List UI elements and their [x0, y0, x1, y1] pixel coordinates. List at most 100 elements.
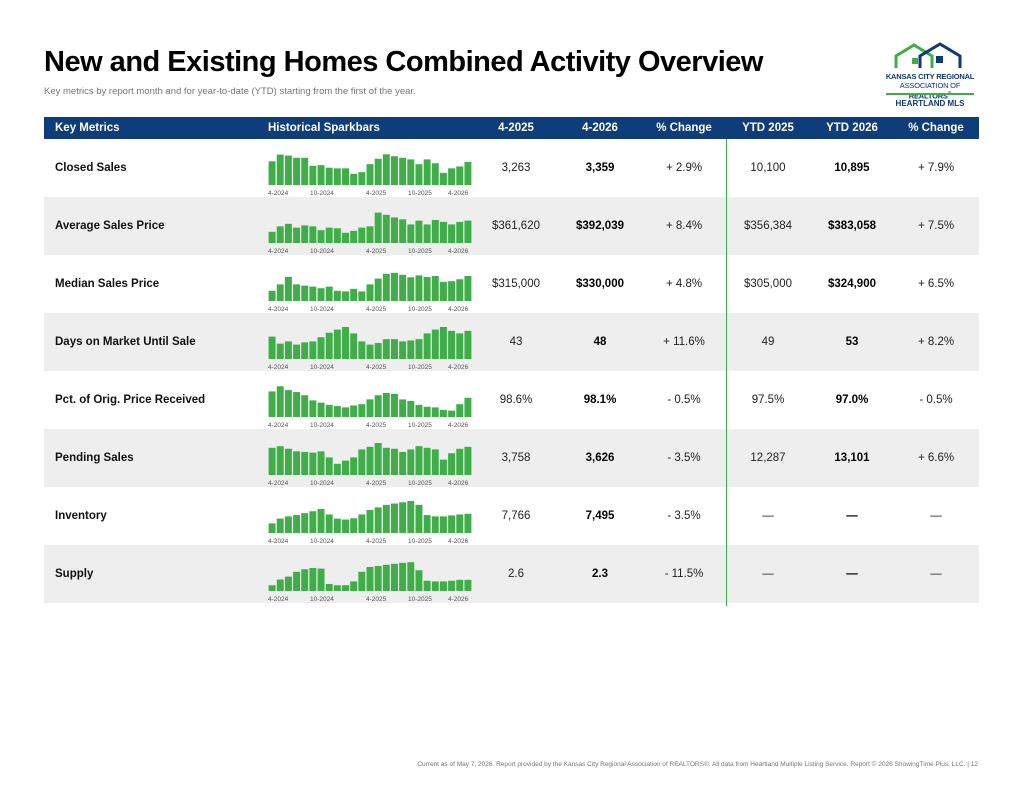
- sparkbar: [333, 228, 341, 243]
- sparkbar: [284, 448, 292, 475]
- kcrar-logo: KANSAS CITY REGIONAL ASSOCIATION OF REAL…: [880, 42, 980, 114]
- sparkbar: [431, 329, 439, 359]
- sparkbar: [374, 343, 382, 359]
- logo-line-2: ASSOCIATION OF REALTORS®: [899, 81, 961, 101]
- sparkbar: [374, 566, 382, 591]
- logo-divider: [886, 93, 974, 95]
- sparkbar: [382, 393, 390, 417]
- sparkbar: [431, 276, 439, 301]
- sparkbar: [293, 157, 301, 185]
- sparkbar: [456, 448, 464, 475]
- sparkbar-tick-label: 4-2024: [268, 190, 289, 197]
- sparkbar: [276, 154, 284, 185]
- sparkbar: [448, 580, 456, 591]
- sparkbar-tick-label: 10-2024: [310, 306, 334, 313]
- sparkbar: [325, 332, 333, 359]
- sparkbar: [268, 391, 276, 417]
- sparkbar: [399, 562, 407, 591]
- metric-value-m1: $361,620: [492, 220, 540, 232]
- sparkbar: [358, 227, 366, 243]
- sparkbar: [333, 463, 341, 475]
- sparkbar: [423, 447, 431, 475]
- sparkbar: [276, 343, 284, 359]
- sparkbar: [423, 224, 431, 243]
- sparkbar-tick-label: 4-2026: [448, 306, 469, 313]
- sparkbar: [350, 288, 358, 301]
- sparkbar: [431, 407, 439, 417]
- sparkbar: [374, 507, 382, 533]
- sparkbar: [309, 452, 317, 475]
- sparkbar: [342, 291, 349, 301]
- sparkbar: [366, 399, 374, 417]
- sparkbar-tick-label: 10-2024: [310, 422, 334, 429]
- sparkbar: [448, 410, 456, 417]
- sparkbar-tick-label: 4-2025: [366, 306, 387, 313]
- table-header: Key Metrics Historical Sparkbars 4-2025 …: [44, 117, 979, 139]
- sparkbar: [358, 341, 366, 359]
- sparkbar-tick-label: 10-2025: [408, 538, 432, 545]
- metric-value-y2: 10,895: [834, 162, 870, 174]
- table-row: Pct. of Orig. Price Received 4-2024 10-202…: [44, 371, 979, 429]
- sparkbar: [431, 219, 439, 243]
- metric-value-ychg: - 0.5%: [919, 394, 953, 406]
- metric-value-y1: 10,100: [750, 162, 786, 174]
- sparkbar: [399, 157, 407, 185]
- sparkbar-tick-label: 4-2024: [268, 422, 289, 429]
- sparkbar: [366, 344, 374, 359]
- sparkbar: [276, 284, 284, 301]
- sparkbar: [268, 290, 276, 301]
- metric-label: Closed Sales: [55, 162, 127, 174]
- sparkbar-chart: 4-2024 10-2024 4-2025 10-2025 4-2026: [268, 325, 472, 371]
- sparkbar: [317, 451, 325, 475]
- sparkbar-tick-label: 4-2026: [448, 422, 469, 429]
- sparkbar: [423, 406, 431, 417]
- sparkbar: [366, 567, 374, 591]
- sparkbar-chart: 4-2024 10-2024 4-2025 10-2025 4-2026: [268, 151, 472, 197]
- metric-value-y1: 97.5%: [751, 394, 785, 406]
- sparkbar: [374, 158, 382, 185]
- sparkbar-tick-label: 10-2025: [408, 422, 432, 429]
- sparkbar: [350, 405, 358, 417]
- sparkbar: [407, 449, 415, 475]
- sparkbar: [382, 214, 390, 243]
- metric-label: Average Sales Price: [55, 220, 165, 232]
- sparkbar: [382, 564, 390, 591]
- sparkbar: [325, 583, 333, 591]
- sparkbar: [399, 274, 407, 301]
- sparkbar-tick-label: 10-2025: [408, 306, 432, 313]
- sparkbar: [309, 567, 317, 591]
- page-title: New and Existing Homes Combined Activity…: [44, 46, 763, 78]
- metric-value-y1: $305,000: [744, 278, 792, 290]
- sparkbar-chart: 4-2024 10-2024 4-2025 10-2025 4-2026: [268, 209, 472, 255]
- sparkbar: [284, 155, 292, 185]
- sparkbar: [284, 390, 292, 417]
- metric-value-ychg: + 8.2%: [917, 336, 955, 348]
- sparkbar: [448, 224, 456, 243]
- sparkbar: [382, 504, 390, 533]
- sparkbar: [325, 286, 333, 301]
- sparkbar: [391, 217, 398, 243]
- sparkbar: [439, 581, 447, 591]
- sparkbar: [415, 404, 423, 417]
- metric-value-y2: —: [846, 510, 858, 522]
- sparkbar: [284, 223, 292, 243]
- sparkbar: [415, 339, 423, 359]
- sparkbar: [382, 447, 390, 475]
- sparkbar: [374, 443, 382, 475]
- table-row: Closed Sales 4-2024 10-2024 4-2025 10-2025 4-…: [44, 139, 979, 197]
- sparkbar: [301, 157, 309, 185]
- sparkbar: [382, 154, 390, 185]
- sparkbar: [284, 576, 292, 591]
- sparkbar: [456, 166, 464, 185]
- sparkbar: [439, 281, 447, 301]
- sparkbar: [391, 448, 398, 475]
- sparkbars: [268, 386, 472, 417]
- metric-value-ychg: + 7.9%: [917, 162, 955, 174]
- sparkbar: [415, 446, 423, 475]
- sparkbar: [358, 571, 366, 591]
- sparkbar: [391, 393, 398, 417]
- sparkbar: [415, 570, 423, 591]
- sparkbar: [333, 168, 341, 185]
- table-row: Days on Market Until Sale 4-2024 10-2024 4-…: [44, 313, 979, 371]
- sparkbar: [456, 221, 464, 243]
